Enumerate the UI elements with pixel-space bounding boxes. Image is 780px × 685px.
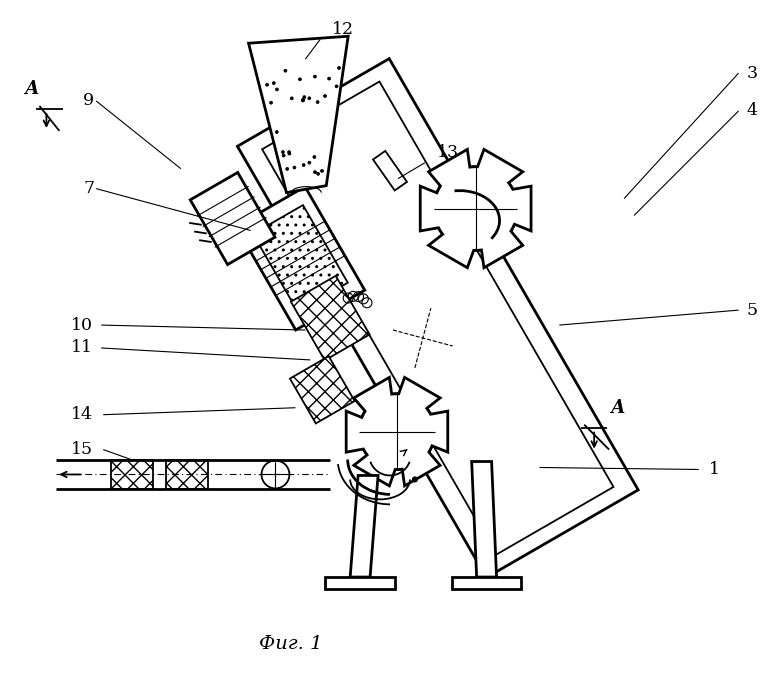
Polygon shape: [291, 276, 370, 360]
Polygon shape: [249, 36, 348, 192]
Circle shape: [282, 151, 285, 153]
Polygon shape: [373, 151, 407, 190]
Polygon shape: [253, 205, 348, 312]
Circle shape: [308, 161, 311, 164]
Circle shape: [314, 171, 317, 173]
Text: 10: 10: [71, 316, 94, 334]
Text: 11: 11: [71, 340, 94, 356]
Text: 7: 7: [83, 180, 94, 197]
Polygon shape: [420, 149, 531, 268]
Bar: [111, 460, 153, 489]
Circle shape: [285, 167, 289, 171]
Text: 15: 15: [71, 441, 94, 458]
Polygon shape: [346, 377, 448, 486]
Text: 13: 13: [437, 145, 459, 161]
Circle shape: [302, 164, 305, 166]
Text: 4: 4: [746, 103, 757, 119]
Circle shape: [314, 75, 317, 78]
Text: 1: 1: [709, 461, 720, 478]
Circle shape: [316, 101, 319, 103]
Circle shape: [303, 96, 306, 99]
Circle shape: [308, 97, 310, 100]
Text: 12: 12: [332, 21, 354, 38]
Circle shape: [275, 88, 278, 91]
Circle shape: [321, 169, 324, 173]
Circle shape: [288, 151, 291, 153]
Circle shape: [328, 77, 331, 80]
Polygon shape: [350, 475, 378, 577]
Circle shape: [284, 69, 287, 72]
Circle shape: [324, 95, 327, 97]
Circle shape: [275, 131, 278, 134]
Circle shape: [313, 155, 316, 158]
Bar: [166, 460, 207, 489]
Text: 3: 3: [746, 64, 757, 82]
Circle shape: [301, 99, 304, 102]
Circle shape: [338, 66, 341, 69]
Circle shape: [299, 78, 301, 81]
Polygon shape: [190, 173, 275, 264]
Text: Фиг. 1: Фиг. 1: [259, 635, 322, 653]
Circle shape: [413, 477, 417, 482]
Polygon shape: [325, 577, 395, 589]
Circle shape: [270, 101, 272, 104]
Circle shape: [272, 82, 275, 85]
Polygon shape: [236, 187, 365, 330]
Circle shape: [288, 152, 291, 155]
Polygon shape: [452, 577, 522, 589]
Circle shape: [290, 97, 293, 100]
Circle shape: [317, 173, 320, 175]
Polygon shape: [290, 356, 355, 423]
Circle shape: [302, 98, 305, 101]
Text: А: А: [610, 399, 624, 416]
Text: 5: 5: [746, 301, 757, 319]
Text: 9: 9: [83, 92, 94, 110]
Circle shape: [335, 85, 338, 88]
Text: А: А: [24, 80, 39, 98]
Polygon shape: [472, 462, 497, 577]
Text: 14: 14: [71, 406, 94, 423]
Circle shape: [282, 154, 285, 157]
Circle shape: [293, 166, 296, 169]
Circle shape: [266, 84, 268, 86]
